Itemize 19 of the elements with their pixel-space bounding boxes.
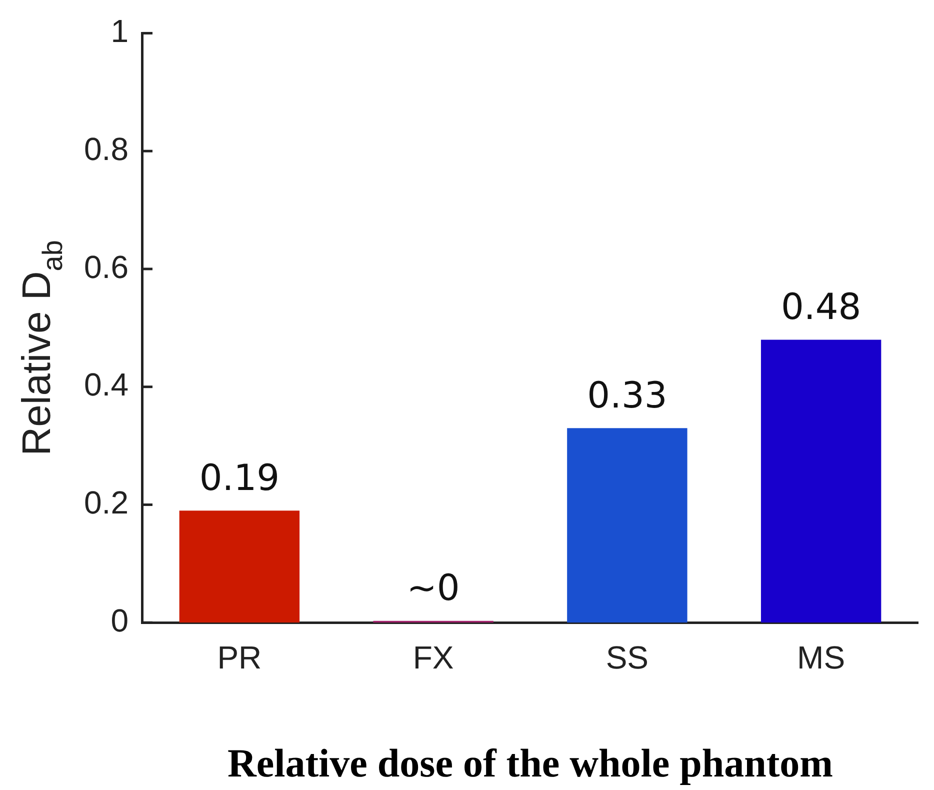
- bar: [567, 428, 688, 623]
- x-tick-label: MS: [797, 640, 846, 676]
- x-tick-label: PR: [217, 640, 262, 676]
- data-label: ~0: [406, 568, 460, 610]
- x-tick-label: FX: [412, 640, 454, 676]
- y-tick-label: 0.4: [84, 366, 128, 403]
- x-tick-label: SS: [606, 640, 649, 676]
- x-axis-title: Relative dose of the whole phantom: [227, 740, 834, 786]
- bar: [179, 510, 300, 623]
- y-tick-label: 0.6: [84, 248, 128, 285]
- data-label: 0.19: [199, 458, 280, 499]
- data-label: 0.48: [780, 287, 862, 328]
- y-tick-label: 0.2: [84, 484, 128, 521]
- y-tick-label: 1: [110, 13, 128, 50]
- y-axis-title: Relative Dab: [15, 240, 68, 456]
- y-tick-label: 0: [110, 602, 128, 638]
- y-tick-label: 0.8: [84, 130, 128, 167]
- data-label: 0.33: [587, 375, 668, 416]
- bar: [760, 340, 882, 623]
